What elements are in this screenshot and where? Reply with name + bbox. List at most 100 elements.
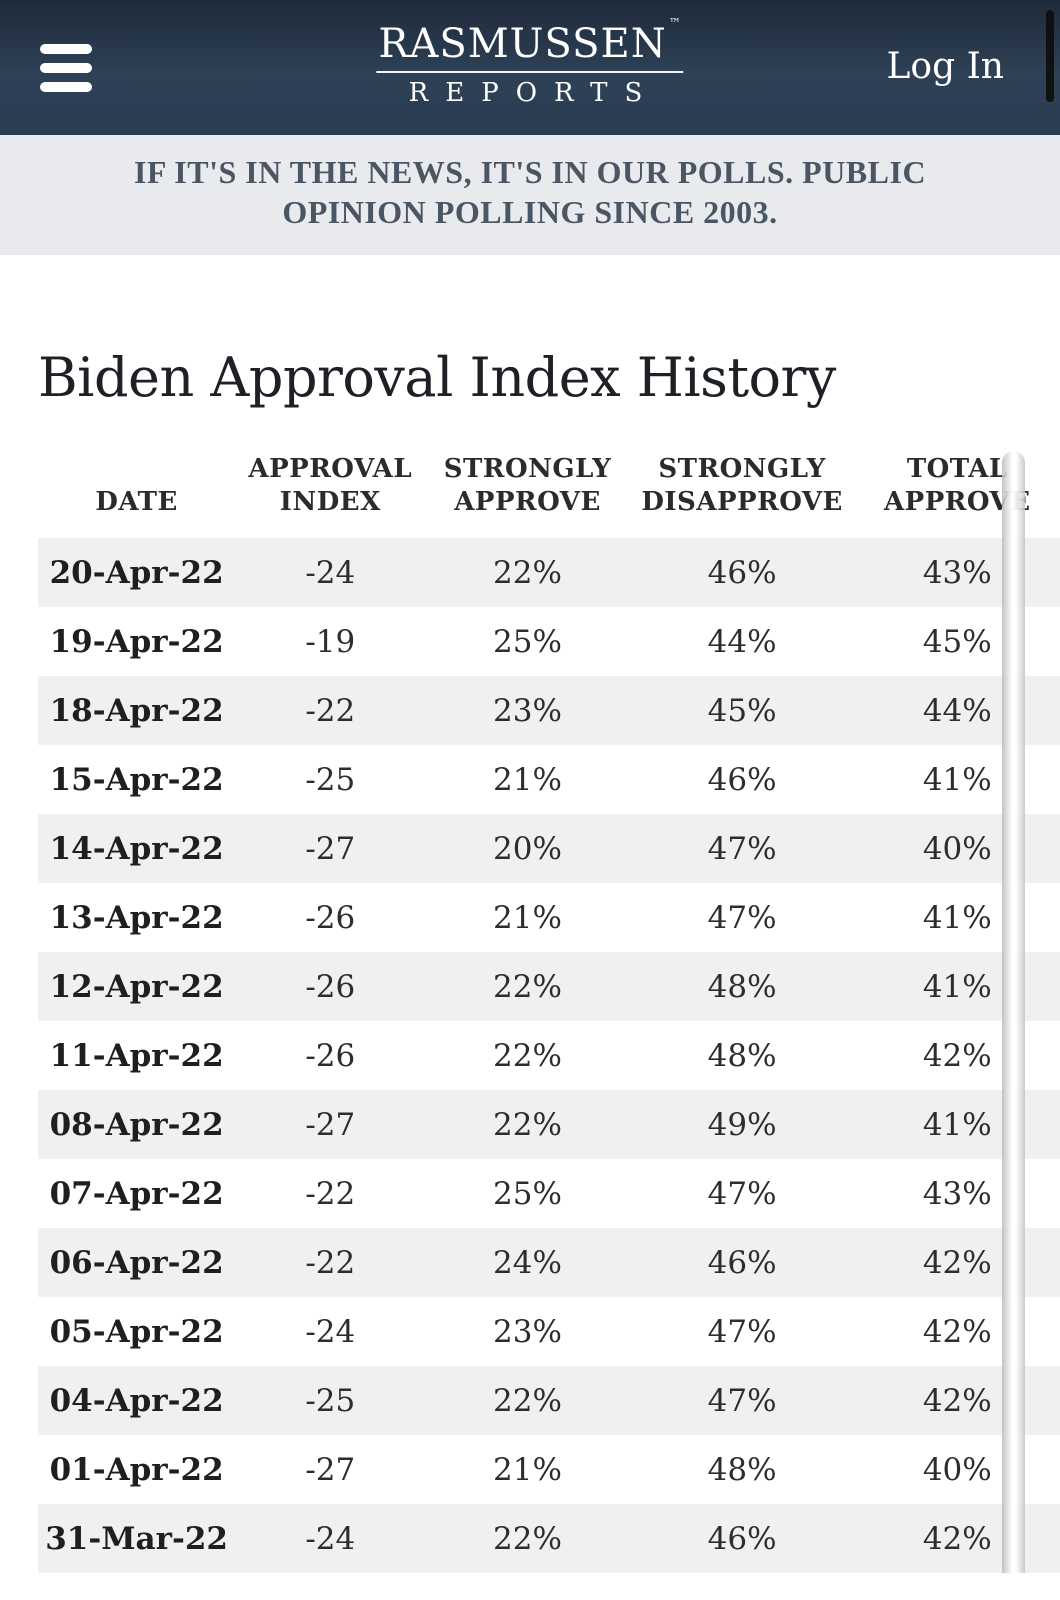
tagline-line-1: IF IT'S IN THE NEWS, IT'S IN OUR POLLS. … bbox=[133, 154, 927, 190]
value-cell: 41% bbox=[922, 761, 992, 798]
value-cell: -27 bbox=[305, 1106, 356, 1143]
date-cell: 18-Apr-22 bbox=[49, 692, 224, 729]
table-row: 31-Mar-22 -24 22% 46% 42% bbox=[38, 1504, 1060, 1574]
table-row: 18-Apr-22 -22 23% 45% 44% bbox=[38, 676, 1060, 746]
value-cell: 23% bbox=[493, 692, 562, 729]
value-cell: 48% bbox=[707, 1037, 777, 1074]
value-cell: 21% bbox=[493, 761, 562, 798]
value-cell: -27 bbox=[305, 830, 356, 867]
value-cell: 40% bbox=[922, 830, 992, 867]
value-cell: 43% bbox=[922, 554, 992, 591]
value-cell: 41% bbox=[922, 899, 992, 936]
table-row: 06-Apr-22 -22 24% 46% 42% bbox=[38, 1228, 1060, 1298]
value-cell: -24 bbox=[305, 554, 356, 591]
value-cell: 48% bbox=[707, 1451, 777, 1488]
date-cell: 11-Apr-22 bbox=[49, 1037, 224, 1074]
value-cell: 43% bbox=[922, 1175, 992, 1212]
date-cell: 07-Apr-22 bbox=[49, 1175, 224, 1212]
page-scrollbar-thumb[interactable] bbox=[1046, 10, 1054, 102]
tagline-text: IF IT'S IN THE NEWS, IT'S IN OUR POLLS. … bbox=[0, 152, 1060, 232]
value-cell: 44% bbox=[707, 623, 777, 660]
value-cell: 47% bbox=[707, 1382, 777, 1419]
value-cell: 40% bbox=[922, 1451, 992, 1488]
value-cell: -19 bbox=[305, 623, 356, 660]
value-cell: -22 bbox=[305, 1244, 356, 1281]
value-cell: 47% bbox=[707, 830, 777, 867]
column-header: DATE bbox=[95, 486, 178, 517]
brand-subtitle: REPORTS bbox=[408, 78, 660, 108]
value-cell: 24% bbox=[493, 1244, 562, 1281]
table-scrollbar-thumb[interactable] bbox=[1002, 451, 1025, 1574]
value-cell: 45% bbox=[922, 623, 992, 660]
table-row: 01-Apr-22 -27 21% 48% 40% bbox=[38, 1435, 1060, 1504]
value-cell: -26 bbox=[305, 1037, 356, 1074]
value-cell: 22% bbox=[493, 1037, 562, 1074]
table-row: 15-Apr-22 -25 21% 46% 41% bbox=[38, 745, 1060, 814]
login-link[interactable]: Log In bbox=[886, 46, 1004, 87]
value-cell: 20% bbox=[493, 830, 562, 867]
table-row: 04-Apr-22 -25 22% 47% 42% bbox=[38, 1366, 1060, 1436]
column-header: APPROVAL INDEX bbox=[248, 454, 413, 517]
column-header: TOTAL APPROVE bbox=[883, 454, 1031, 517]
value-cell: -26 bbox=[305, 899, 356, 936]
value-cell: -22 bbox=[305, 692, 356, 729]
tagline-line-2: OPINION POLLING SINCE 2003. bbox=[282, 194, 778, 230]
value-cell: 47% bbox=[707, 899, 777, 936]
date-cell: 05-Apr-22 bbox=[49, 1313, 224, 1350]
value-cell: 42% bbox=[922, 1244, 992, 1281]
brand-logo[interactable]: RASMUSSEN ™ REPORTS bbox=[376, 16, 684, 108]
value-cell: 46% bbox=[707, 554, 777, 591]
value-cell: 41% bbox=[922, 1106, 992, 1143]
brand-name: RASMUSSEN bbox=[378, 21, 667, 67]
value-cell: -22 bbox=[305, 1175, 356, 1212]
value-cell: 49% bbox=[707, 1106, 777, 1143]
value-cell: 46% bbox=[707, 1520, 777, 1557]
value-cell: 41% bbox=[922, 968, 992, 1005]
date-cell: 14-Apr-22 bbox=[49, 830, 224, 867]
date-cell: 01-Apr-22 bbox=[49, 1451, 224, 1488]
date-cell: 06-Apr-22 bbox=[49, 1244, 224, 1281]
value-cell: 22% bbox=[493, 554, 562, 591]
value-cell: 23% bbox=[493, 1313, 562, 1350]
table-row: 05-Apr-22 -24 23% 47% 42% bbox=[38, 1297, 1060, 1366]
value-cell: 22% bbox=[493, 968, 562, 1005]
date-cell: 31-Mar-22 bbox=[45, 1520, 228, 1557]
value-cell: 22% bbox=[493, 1520, 562, 1557]
date-cell: 12-Apr-22 bbox=[49, 968, 224, 1005]
top-navigation-bar: RASMUSSEN ™ REPORTS Log In bbox=[0, 0, 1060, 135]
menu-button[interactable] bbox=[40, 44, 94, 92]
value-cell: 46% bbox=[707, 761, 777, 798]
tagline-banner: IF IT'S IN THE NEWS, IT'S IN OUR POLLS. … bbox=[0, 135, 1060, 255]
table-row: 20-Apr-22 -24 22% 46% 43% bbox=[38, 538, 1060, 608]
value-cell: 47% bbox=[707, 1313, 777, 1350]
value-cell: 42% bbox=[922, 1037, 992, 1074]
value-cell: 25% bbox=[493, 623, 562, 660]
value-cell: -24 bbox=[305, 1520, 356, 1557]
table-row: 14-Apr-22 -27 20% 47% 40% bbox=[38, 814, 1060, 884]
value-cell: 21% bbox=[493, 899, 562, 936]
date-cell: 04-Apr-22 bbox=[49, 1382, 224, 1419]
value-cell: -26 bbox=[305, 968, 356, 1005]
value-cell: -25 bbox=[305, 1382, 356, 1419]
value-cell: 46% bbox=[707, 1244, 777, 1281]
table-row: 08-Apr-22 -27 22% 49% 41% bbox=[38, 1090, 1060, 1160]
page-title: Biden Approval Index History bbox=[38, 346, 836, 409]
column-header: STRONGLY DISAPPROVE bbox=[641, 454, 843, 517]
table-header-row: DATE APPROVAL INDEX STRONGLY APPROVE STRONG… bbox=[38, 443, 1060, 538]
brand-wordmark: RASMUSSEN ™ bbox=[376, 16, 684, 73]
approval-history-table: DATE APPROVAL INDEX STRONGLY APPROVE STRONG… bbox=[38, 443, 1060, 1574]
value-cell: 42% bbox=[922, 1382, 992, 1419]
table-row: 07-Apr-22 -22 25% 47% 43% bbox=[38, 1159, 1060, 1228]
value-cell: -27 bbox=[305, 1451, 356, 1488]
trademark-symbol: ™ bbox=[668, 15, 682, 30]
value-cell: 47% bbox=[707, 1175, 777, 1212]
table-row: 11-Apr-22 -26 22% 48% 42% bbox=[38, 1021, 1060, 1090]
main-content: Biden Approval Index History DATE APPROVA… bbox=[0, 346, 1060, 1574]
value-cell: 42% bbox=[922, 1520, 992, 1557]
value-cell: 22% bbox=[493, 1106, 562, 1143]
value-cell: 21% bbox=[493, 1451, 562, 1488]
value-cell: 22% bbox=[493, 1382, 562, 1419]
date-cell: 08-Apr-22 bbox=[49, 1106, 224, 1143]
table-row: 19-Apr-22 -19 25% 44% 45% bbox=[38, 607, 1060, 676]
value-cell: -25 bbox=[305, 761, 356, 798]
